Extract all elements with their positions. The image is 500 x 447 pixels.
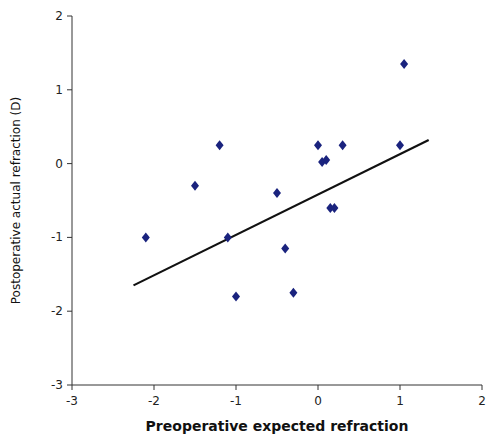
x-tick-label: 0 bbox=[314, 394, 322, 408]
x-tick-label: -3 bbox=[66, 394, 78, 408]
scatter-point bbox=[273, 188, 281, 198]
y-tick-label: 2 bbox=[55, 9, 63, 23]
x-axis-line bbox=[72, 385, 482, 386]
x-tick bbox=[482, 385, 483, 390]
y-tick-label: -2 bbox=[51, 304, 63, 318]
x-tick-label: 2 bbox=[478, 394, 486, 408]
scatter-point bbox=[396, 140, 404, 150]
scatter-point bbox=[289, 288, 297, 298]
scatter-point bbox=[400, 59, 408, 69]
regression-line bbox=[134, 140, 429, 285]
scatter-point bbox=[216, 140, 224, 150]
plot-area bbox=[134, 59, 429, 301]
x-tick bbox=[318, 385, 319, 390]
scatter-point bbox=[191, 181, 199, 191]
y-tick-label: 0 bbox=[55, 157, 63, 171]
x-tick-label: -1 bbox=[230, 394, 242, 408]
y-tick bbox=[67, 16, 72, 17]
y-tick bbox=[67, 311, 72, 312]
y-tick bbox=[67, 385, 72, 386]
chart-container: -3 -2 -1 0 1 2 -3 -2 -1 0 1 2 Preoperative expected … bbox=[0, 0, 500, 447]
y-tick bbox=[67, 89, 72, 90]
y-tick bbox=[67, 237, 72, 238]
x-tick bbox=[154, 385, 155, 390]
scatter-point bbox=[142, 232, 150, 242]
y-tick-label: 1 bbox=[55, 83, 63, 97]
x-tick-label: -2 bbox=[148, 394, 160, 408]
scatter-point bbox=[281, 243, 289, 253]
scatter-point bbox=[339, 140, 347, 150]
x-tick-label: 1 bbox=[396, 394, 404, 408]
x-tick bbox=[400, 385, 401, 390]
scatter-point bbox=[322, 155, 330, 165]
scatter-point bbox=[232, 291, 240, 301]
y-tick bbox=[67, 163, 72, 164]
x-tick bbox=[236, 385, 237, 390]
scatter-point bbox=[224, 232, 232, 242]
x-tick bbox=[72, 385, 73, 390]
y-axis-label: Postoperative actual refraction (D) bbox=[9, 97, 23, 304]
chart: -3 -2 -1 0 1 2 -3 -2 -1 0 1 2 Preoperative expected … bbox=[0, 0, 500, 447]
y-tick-label: -3 bbox=[51, 378, 63, 392]
y-axis-line bbox=[72, 16, 73, 385]
scatter-point bbox=[330, 203, 338, 213]
y-tick-label: -1 bbox=[51, 230, 63, 244]
x-axis-label: Preoperative expected refraction bbox=[146, 418, 409, 434]
scatter-point bbox=[314, 140, 322, 150]
